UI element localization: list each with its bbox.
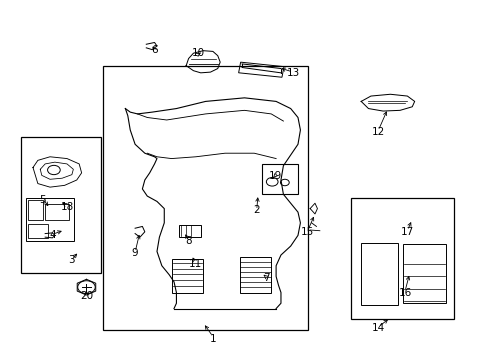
Text: 3: 3 xyxy=(68,255,75,265)
Text: 20: 20 xyxy=(80,291,93,301)
Text: 5: 5 xyxy=(40,195,46,204)
Text: 15: 15 xyxy=(301,227,314,237)
Bar xyxy=(28,224,47,238)
Text: 9: 9 xyxy=(132,248,138,258)
Text: 8: 8 xyxy=(185,236,191,246)
Text: 13: 13 xyxy=(286,68,299,78)
Text: 17: 17 xyxy=(400,227,413,237)
Text: 18: 18 xyxy=(61,202,74,212)
Text: 2: 2 xyxy=(253,205,260,215)
Bar xyxy=(171,258,203,293)
Bar xyxy=(103,66,307,330)
Bar xyxy=(179,225,201,237)
Bar xyxy=(238,62,284,77)
Bar xyxy=(26,198,74,241)
Text: 11: 11 xyxy=(189,259,202,269)
Text: 4: 4 xyxy=(49,230,56,240)
Bar xyxy=(21,137,101,273)
Text: 6: 6 xyxy=(151,45,158,55)
Bar xyxy=(361,243,397,305)
Bar xyxy=(351,198,453,319)
Text: 19: 19 xyxy=(268,171,281,181)
Bar xyxy=(45,204,69,220)
Text: 16: 16 xyxy=(398,288,411,297)
Bar xyxy=(402,244,446,303)
Text: 12: 12 xyxy=(371,127,384,137)
Text: 10: 10 xyxy=(191,48,204,58)
Bar xyxy=(28,201,42,220)
Bar xyxy=(239,257,271,293)
Text: 1: 1 xyxy=(209,334,216,344)
Bar xyxy=(261,164,297,194)
Text: 7: 7 xyxy=(263,273,269,283)
Text: 14: 14 xyxy=(371,323,384,333)
